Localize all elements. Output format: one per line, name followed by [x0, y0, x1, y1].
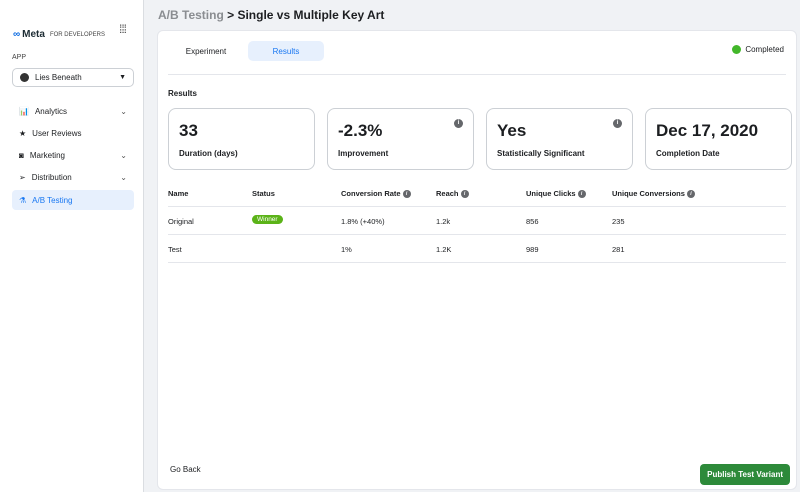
- breadcrumb[interactable]: A/B Testing: [158, 8, 224, 22]
- app-select-value: Lies Beneath: [35, 73, 82, 82]
- sidebar-item-marketing[interactable]: ◙ Marketing ⌄: [12, 145, 134, 165]
- stat-value: 33: [179, 121, 198, 140]
- status-badge: Completed: [732, 45, 784, 54]
- cell: 281: [612, 245, 625, 254]
- title-text: > Single vs Multiple Key Art: [227, 8, 385, 22]
- app-select[interactable]: Lies Beneath ▼: [12, 68, 134, 87]
- divider: [168, 74, 786, 75]
- sidebar-item-distribution[interactable]: ➢ Distribution ⌄: [12, 167, 134, 187]
- sidebar-item-user-reviews[interactable]: ★ User Reviews: [12, 123, 134, 143]
- nav-label: A/B Testing: [32, 195, 73, 205]
- star-icon: ★: [19, 128, 27, 138]
- table-row: Original Winner 1.8% (+40%) 1.2k 856 235: [168, 207, 786, 235]
- stat-value: Dec 17, 2020: [656, 121, 759, 140]
- cell: 1%: [341, 245, 352, 254]
- chevron-down-icon: ⌄: [120, 150, 127, 160]
- app-label: APP: [12, 54, 27, 61]
- stat-value: Yes: [497, 121, 527, 140]
- col-conversion-rate: Conversion Rate i: [341, 189, 411, 199]
- publish-test-variant-button[interactable]: Publish Test Variant: [700, 464, 790, 485]
- cell: 235: [612, 217, 625, 226]
- chevron-down-icon: ⌄: [120, 172, 127, 182]
- sidebar-item-ab-testing[interactable]: ⚗ A/B Testing: [12, 190, 134, 210]
- paper-plane-icon: ➢: [19, 172, 26, 182]
- cell: 856: [526, 217, 539, 226]
- info-icon[interactable]: i: [454, 119, 463, 128]
- col-status: Status: [252, 189, 275, 198]
- col-name: Name: [168, 189, 189, 198]
- col-unique-conversions: Unique Conversions i: [612, 189, 695, 199]
- status-dot-icon: [732, 45, 742, 54]
- col-label: Reach: [436, 189, 459, 198]
- sidebar: ∞ Meta FOR DEVELOPERS ⁞⁞⁞ APP Lies Beneath…: [0, 0, 144, 492]
- sidebar-item-analytics[interactable]: 📊 Analytics ⌄: [12, 101, 134, 121]
- cell: 1.8% (+40%): [341, 217, 385, 226]
- cell: 1.2K: [436, 245, 452, 254]
- megaphone-icon: ◙: [19, 150, 24, 160]
- col-unique-clicks: Unique Clicks i: [526, 189, 586, 199]
- status-text: Completed: [745, 45, 784, 54]
- winner-badge: Winner: [252, 215, 283, 224]
- nav-label: User Reviews: [32, 128, 82, 138]
- apps-grid-icon[interactable]: ⁞⁞⁞: [119, 22, 127, 36]
- info-icon[interactable]: i: [402, 190, 411, 199]
- col-reach: Reach i: [436, 189, 469, 199]
- stat-completion-date: Dec 17, 2020 Completion Date: [645, 108, 792, 170]
- page-title: A/B Testing > Single vs Multiple Key Art: [158, 8, 384, 22]
- cell: 1.2k: [436, 217, 451, 226]
- info-icon[interactable]: i: [577, 190, 586, 199]
- logo-sub: FOR DEVELOPERS: [49, 31, 105, 38]
- table-row: Test 1% 1.2K 989 281: [168, 235, 786, 263]
- cell: Test: [168, 245, 182, 254]
- chevron-down-icon: ⌄: [120, 106, 127, 116]
- col-label: Unique Clicks: [526, 189, 576, 198]
- tab-experiment[interactable]: Experiment: [185, 46, 227, 56]
- cell: 989: [526, 245, 539, 254]
- caret-down-icon: ▼: [119, 74, 126, 81]
- col-label: Unique Conversions: [612, 189, 685, 198]
- col-label: Conversion Rate: [341, 189, 401, 198]
- stat-label: Duration (days): [179, 149, 238, 158]
- app-avatar: [20, 73, 29, 82]
- stat-value: -2.3%: [338, 121, 383, 140]
- results-heading: Results: [168, 89, 197, 98]
- nav-label: Distribution: [31, 172, 72, 182]
- stat-label: Statistically Significant: [497, 149, 585, 158]
- tab-results[interactable]: Results: [248, 41, 324, 61]
- cell: Original: [168, 217, 194, 226]
- stat-label: Improvement: [338, 149, 389, 158]
- stat-improvement: i -2.3% Improvement: [327, 108, 474, 170]
- stat-duration: 33 Duration (days): [168, 108, 315, 170]
- go-back-button[interactable]: Go Back: [170, 465, 201, 474]
- meta-logo[interactable]: ∞ Meta FOR DEVELOPERS: [13, 29, 105, 40]
- flask-icon: ⚗: [19, 195, 27, 205]
- nav-label: Marketing: [29, 150, 65, 160]
- meta-infinity-icon: ∞: [13, 29, 21, 40]
- table-header: Name Status Conversion Rate i Reach i Uniq…: [168, 179, 786, 207]
- bar-chart-icon: 📊: [19, 106, 29, 116]
- info-icon[interactable]: i: [460, 190, 469, 199]
- logo-text: Meta: [22, 29, 45, 40]
- info-icon[interactable]: i: [686, 190, 695, 199]
- info-icon[interactable]: i: [613, 119, 622, 128]
- results-card: Experiment Results Completed Results 33 D…: [157, 30, 797, 490]
- nav-label: Analytics: [34, 106, 67, 116]
- stat-significance: i Yes Statistically Significant: [486, 108, 633, 170]
- stat-label: Completion Date: [656, 149, 720, 158]
